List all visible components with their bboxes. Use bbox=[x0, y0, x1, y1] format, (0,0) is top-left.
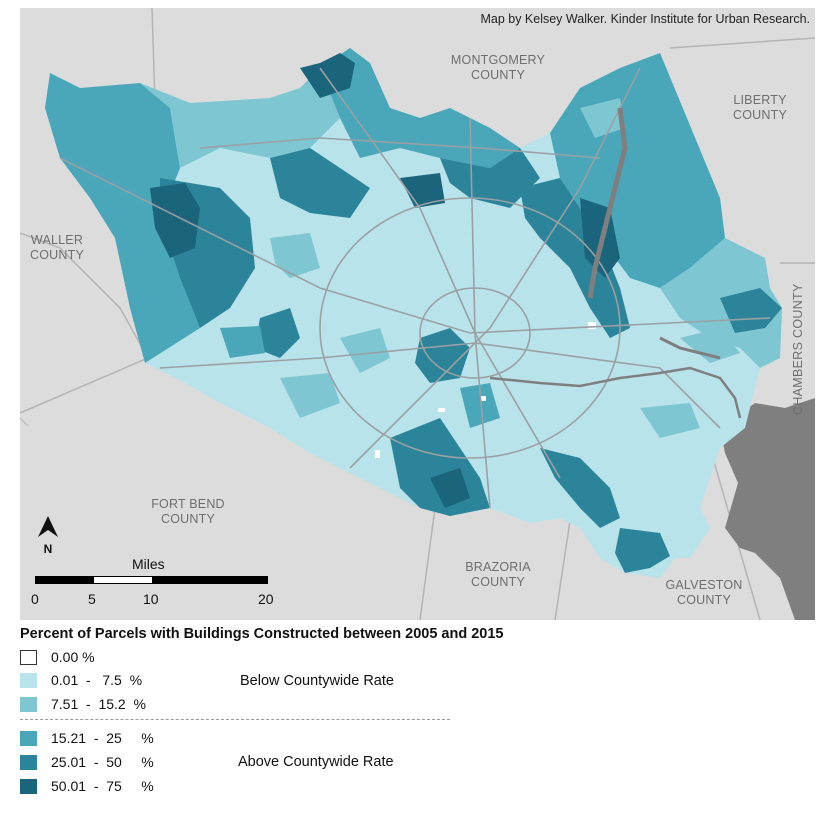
legend-swatch bbox=[20, 730, 37, 746]
galveston-bay bbox=[720, 398, 815, 620]
county-label-line: WALLER bbox=[30, 233, 84, 247]
scale-tick-label: 10 bbox=[143, 591, 159, 607]
county-label-line: COUNTY bbox=[733, 108, 787, 122]
legend-swatch bbox=[20, 754, 37, 770]
legend-item: 50.01 - 75 % bbox=[20, 777, 154, 795]
scale-segment bbox=[94, 577, 152, 583]
legend-item: 25.01 - 50 % bbox=[20, 753, 154, 771]
scale-segment bbox=[152, 577, 267, 583]
highways bbox=[59, 67, 771, 509]
county-label-line: COUNTY bbox=[161, 512, 215, 526]
legend-title: Percent of Parcels with Buildings Constr… bbox=[20, 626, 504, 642]
legend-swatch bbox=[20, 696, 37, 712]
county-label-line: COUNTY bbox=[30, 248, 84, 262]
county-label-line: COUNTY bbox=[471, 575, 525, 589]
harris-county bbox=[45, 48, 782, 578]
legend-swatch bbox=[20, 649, 37, 665]
waterways bbox=[489, 107, 742, 419]
legend-item: 0.00 % bbox=[20, 648, 95, 666]
north-arrow-icon bbox=[38, 516, 58, 537]
county-label-line: BRAZORIA bbox=[465, 560, 531, 574]
scale-bar bbox=[35, 576, 268, 584]
legend-label: 25.01 - 50 % bbox=[51, 754, 154, 770]
county-label-fort-bend: FORT BEND COUNTY bbox=[138, 497, 238, 527]
county-label-waller: WALLER COUNTY bbox=[18, 233, 96, 263]
map-credit: Map by Kelsey Walker. Kinder Institute f… bbox=[480, 12, 810, 26]
legend-label: 50.01 - 75 % bbox=[51, 778, 154, 794]
edge-line bbox=[20, 417, 29, 427]
north-label: N bbox=[43, 542, 53, 556]
scale-segment bbox=[36, 577, 94, 583]
legend-label: 7.51 - 15.2 % bbox=[51, 696, 146, 712]
legend-divider bbox=[20, 719, 450, 720]
legend-item: 15.21 - 25 % bbox=[20, 729, 154, 747]
county-label-chambers: CHAMBERS COUNTY bbox=[791, 283, 805, 415]
legend-label: 0.01 - 7.5 % bbox=[51, 672, 143, 688]
county-label-montgomery: MONTGOMERY COUNTY bbox=[438, 53, 558, 83]
county-label-line: COUNTY bbox=[677, 593, 731, 607]
county-label-line: LIBERTY bbox=[733, 93, 787, 107]
county-label-line: GALVESTON bbox=[665, 578, 743, 592]
county-label-line: FORT BEND bbox=[151, 497, 225, 511]
scale-tick-label: 0 bbox=[31, 591, 39, 607]
scale-tick-label: 5 bbox=[88, 591, 96, 607]
county-label-line: MONTGOMERY bbox=[450, 53, 546, 67]
legend-swatch bbox=[20, 778, 37, 794]
county-label-brazoria: BRAZORIA COUNTY bbox=[448, 560, 548, 590]
legend-item: 7.51 - 15.2 % bbox=[20, 695, 146, 713]
legend-item: 0.01 - 7.5 % bbox=[20, 671, 142, 689]
map-canvas[interactable] bbox=[20, 8, 815, 620]
legend-group-above: Above Countywide Rate bbox=[238, 754, 394, 770]
county-label-galveston: GALVESTON COUNTY bbox=[652, 578, 756, 608]
legend-group-below: Below Countywide Rate bbox=[240, 673, 394, 689]
scale-bar-title: Miles bbox=[132, 556, 165, 572]
county-label-liberty: LIBERTY COUNTY bbox=[712, 93, 808, 123]
north-arrow: N bbox=[30, 515, 66, 556]
scale-tick-label: 20 bbox=[258, 591, 274, 607]
legend-swatch bbox=[20, 672, 37, 688]
legend-label: 15.21 - 25 % bbox=[51, 730, 154, 746]
legend-label: 0.00 % bbox=[51, 649, 95, 665]
county-label-line: COUNTY bbox=[471, 68, 525, 82]
